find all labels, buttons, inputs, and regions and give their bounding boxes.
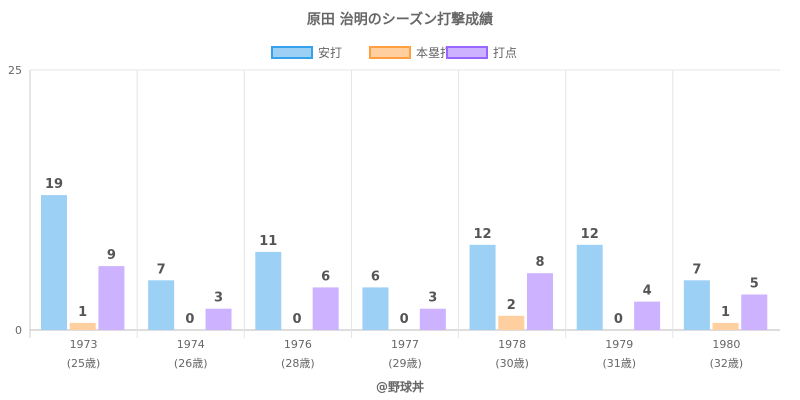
data-label: 0 — [292, 312, 301, 327]
x-tick-sublabel: (25歳) — [67, 357, 101, 370]
data-label: 19 — [45, 177, 63, 192]
data-label: 0 — [400, 312, 409, 327]
data-label: 0 — [614, 312, 623, 327]
bar-打点[interactable] — [526, 273, 553, 330]
data-label: 7 — [692, 262, 701, 277]
bar-打点[interactable] — [634, 301, 661, 330]
bar-本塁打[interactable] — [712, 322, 739, 330]
x-tick-sublabel: (31歳) — [602, 357, 636, 370]
bar-安打[interactable] — [148, 280, 175, 330]
x-tick-label: 1979 — [605, 338, 633, 351]
data-label: 8 — [535, 255, 544, 270]
data-label: 6 — [321, 269, 330, 284]
data-label: 12 — [581, 227, 599, 242]
y-tick-label: 0 — [15, 324, 22, 337]
legend-swatch-2[interactable] — [446, 46, 488, 59]
bar-安打[interactable] — [576, 244, 603, 330]
x-tick-label: 1977 — [391, 338, 419, 351]
data-label: 12 — [474, 227, 492, 242]
data-label: 11 — [259, 234, 277, 249]
x-tick-sublabel: (30歳) — [495, 357, 529, 370]
bar-安打[interactable] — [362, 287, 389, 330]
data-label: 9 — [107, 248, 116, 263]
data-label: 0 — [185, 312, 194, 327]
bar-本塁打[interactable] — [498, 315, 525, 330]
data-label: 3 — [214, 291, 223, 306]
bar-打点[interactable] — [205, 308, 232, 330]
data-label: 6 — [371, 269, 380, 284]
data-label: 4 — [643, 284, 652, 299]
data-label: 1 — [78, 305, 87, 320]
legend-label-2[interactable]: 打点 — [493, 46, 517, 60]
footer-credit: @野球丼 — [376, 379, 424, 394]
bar-本塁打[interactable] — [69, 322, 96, 330]
data-label: 2 — [507, 298, 516, 313]
x-tick-label: 1980 — [712, 338, 740, 351]
legend-label-1[interactable]: 本塁打 — [416, 46, 452, 60]
x-tick-label: 1976 — [284, 338, 312, 351]
bar-打点[interactable] — [419, 308, 446, 330]
x-tick-label: 1974 — [177, 338, 205, 351]
data-label: 7 — [157, 262, 166, 277]
x-tick-sublabel: (32歳) — [710, 357, 744, 370]
bar-安打[interactable] — [683, 280, 710, 330]
chart-title: 原田 治明のシーズン打撃成績 — [307, 11, 493, 28]
data-label: 5 — [750, 277, 759, 292]
x-tick-sublabel: (28歳) — [281, 357, 315, 370]
bar-打点[interactable] — [741, 294, 768, 331]
y-tick-label: 25 — [8, 64, 22, 77]
x-tick-sublabel: (26歳) — [174, 357, 208, 370]
legend-swatch-1[interactable] — [369, 46, 411, 59]
bar-安打[interactable] — [469, 244, 496, 330]
legend-swatch-0[interactable] — [271, 46, 313, 59]
bar-安打[interactable] — [41, 195, 67, 330]
x-tick-label: 1973 — [70, 338, 98, 351]
bar-安打[interactable] — [255, 251, 282, 330]
x-tick-label: 1978 — [498, 338, 526, 351]
x-tick-sublabel: (29歳) — [388, 357, 422, 370]
data-label: 3 — [428, 291, 437, 306]
data-label: 1 — [721, 305, 730, 320]
bar-打点[interactable] — [312, 287, 339, 330]
legend-label-0[interactable]: 安打 — [318, 45, 342, 60]
bar-打点[interactable] — [98, 266, 125, 330]
